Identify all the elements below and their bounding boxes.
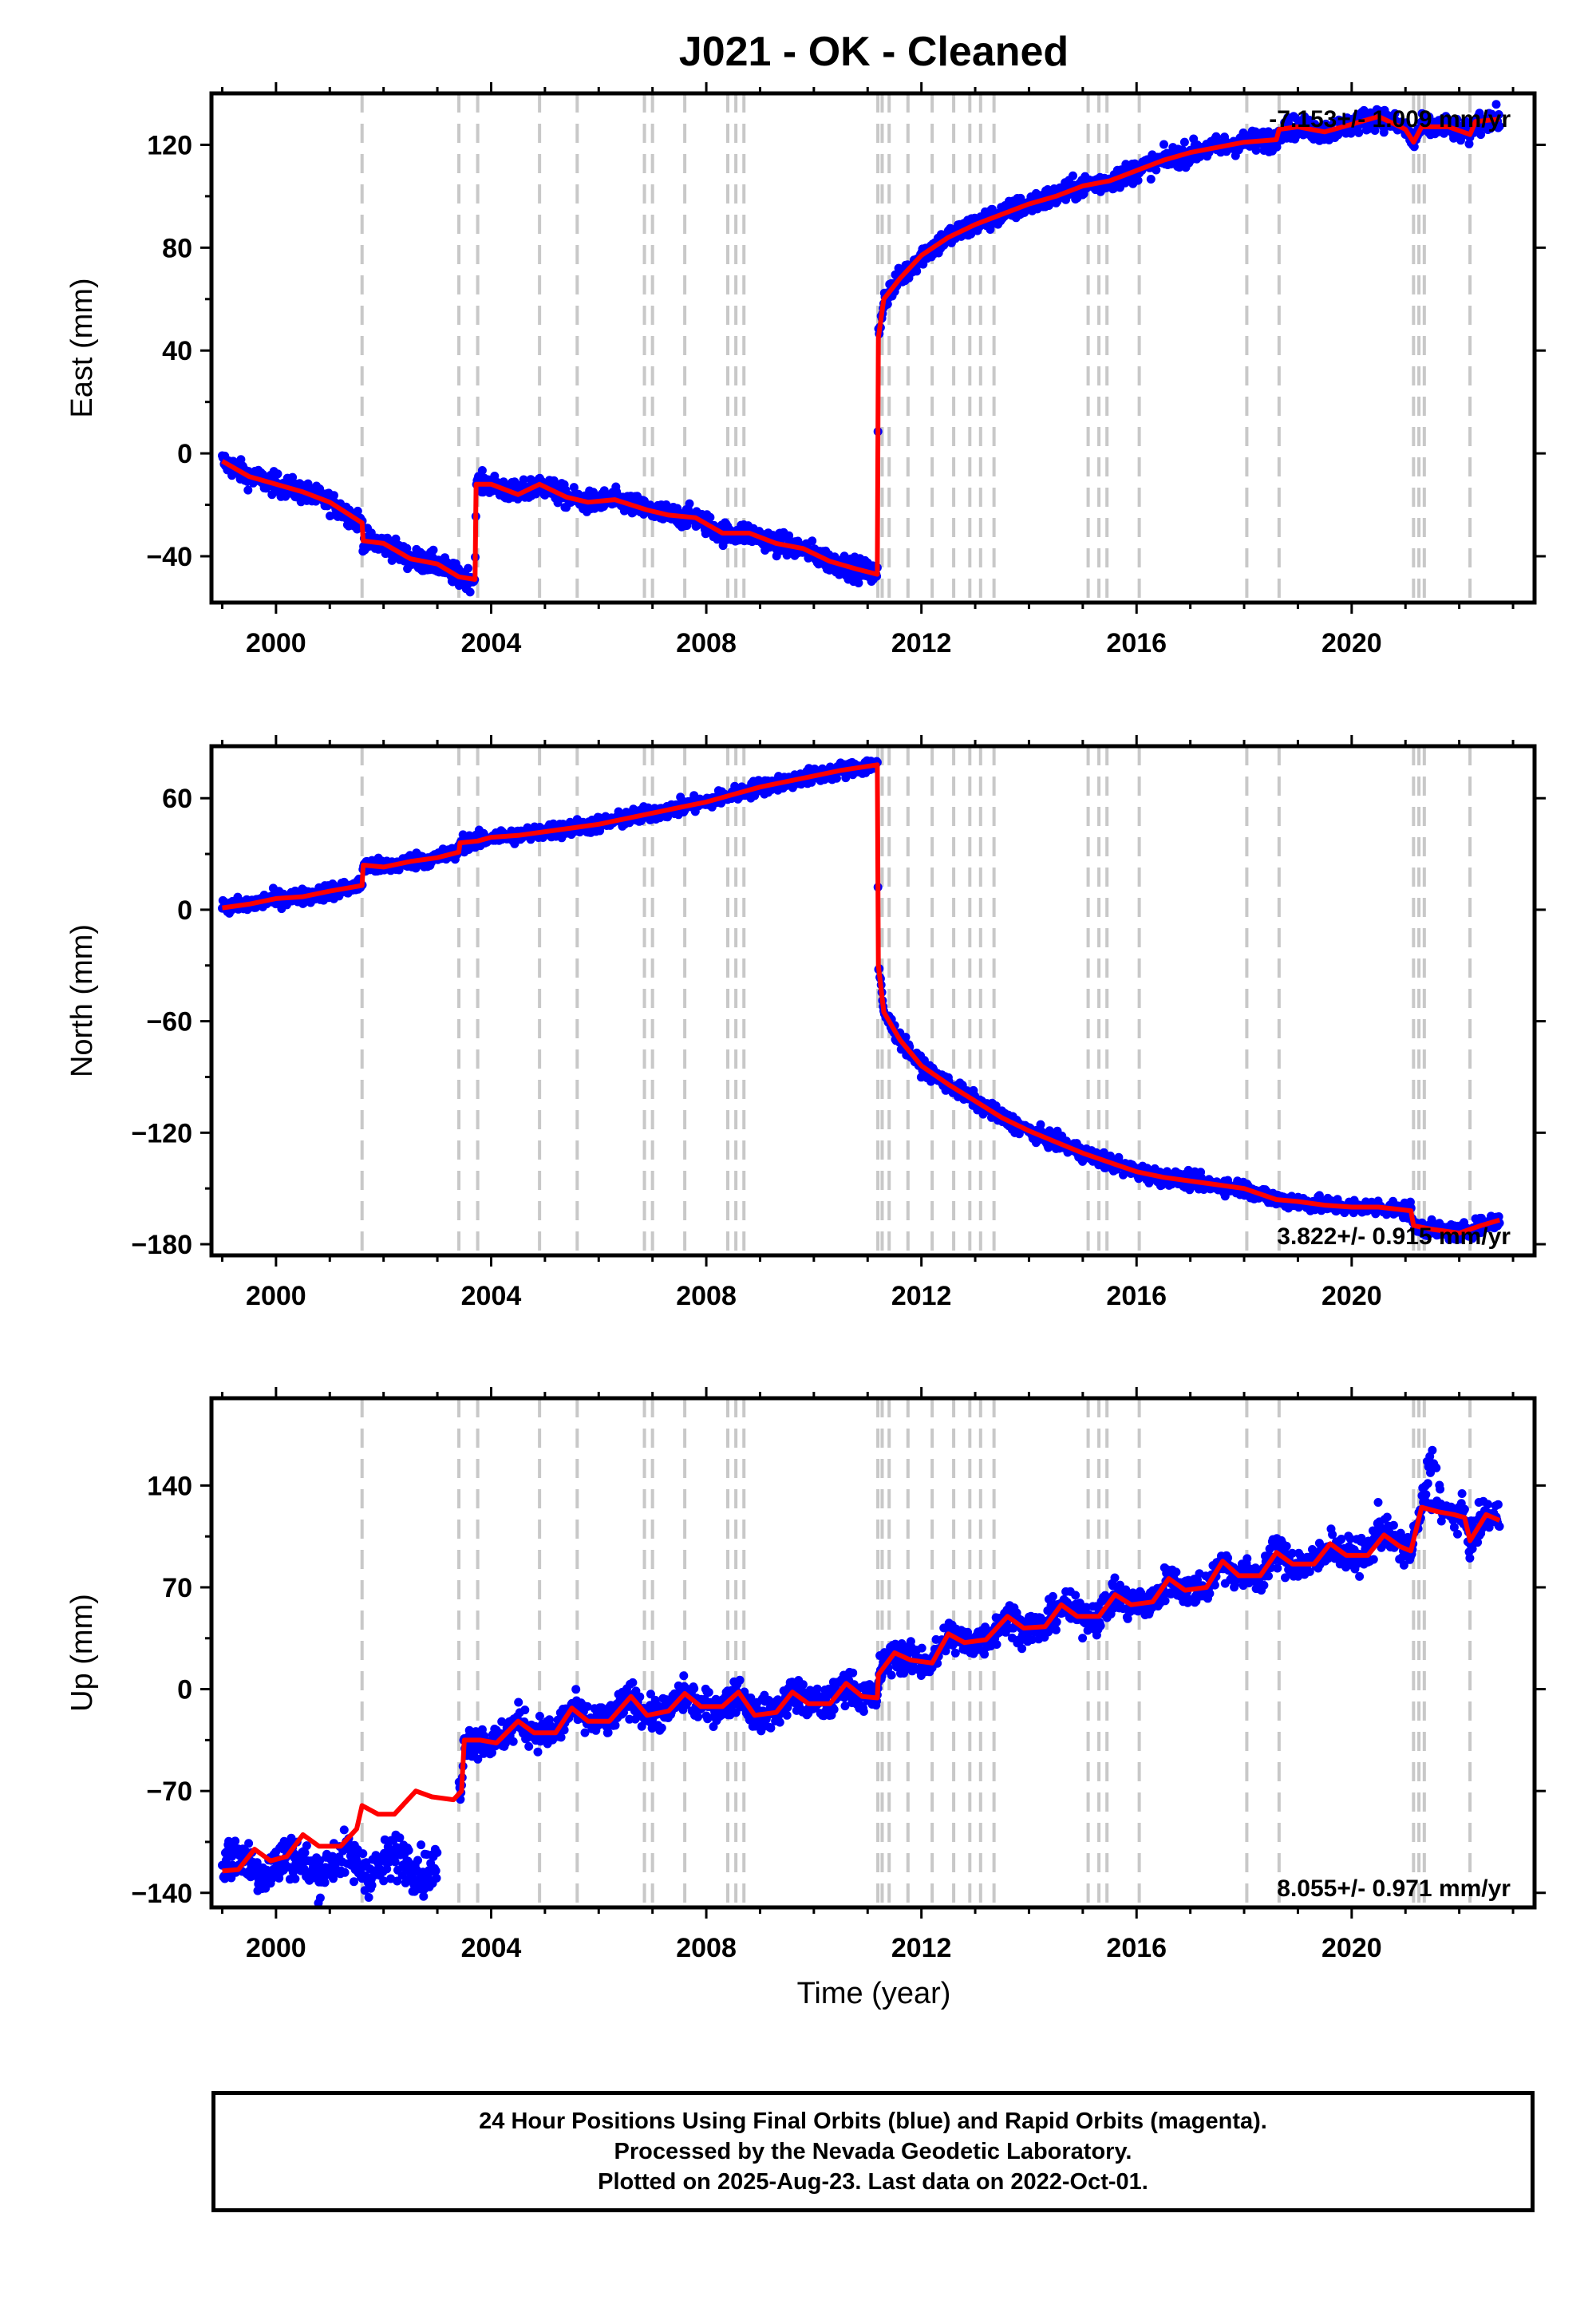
rate-annotation-north: 3.822+/- 0.915 mm/yr	[1277, 1223, 1511, 1250]
y-tick-label: 0	[177, 439, 192, 469]
plot-area-north	[218, 756, 1504, 1244]
panel-north: −180 −120 −60 0 60 2000 2004 2008 2012 2016 2020 No…	[65, 735, 1546, 1311]
panel-up: −140 −70 0 70 140 2000 2004 2008 2012 2016 2020 Up …	[65, 1387, 1546, 1963]
data-points-up	[218, 1445, 1504, 1907]
chart-title: J021 - OK - Cleaned	[679, 29, 1069, 75]
y-tick-label: 140	[147, 1471, 192, 1501]
model-line-north	[222, 762, 1501, 1236]
y-axis-label-east: East (mm)	[65, 278, 99, 417]
panel-east: −40 0 40 80 120 2000 2004 2008 2012 2016 2020 East …	[65, 82, 1546, 658]
y-tick-label: −40	[146, 542, 192, 572]
x-tick-label: 2004	[461, 628, 522, 658]
info-line-2: Processed by the Nevada Geodetic Laborat…	[614, 2139, 1132, 2164]
x-tick-label: 2020	[1321, 1281, 1382, 1311]
x-tick-label: 2000	[246, 1281, 306, 1311]
x-tick-label: 2000	[246, 1933, 306, 1963]
x-tick-label: 2012	[891, 1933, 952, 1963]
y-tick-label: 80	[162, 233, 192, 263]
x-tick-label: 2000	[246, 628, 306, 658]
y-axis-label-north: North (mm)	[65, 924, 99, 1077]
y-tick-label: −180	[131, 1230, 192, 1260]
info-line-1: 24 Hour Positions Using Final Orbits (bl…	[479, 2109, 1267, 2134]
y-tick-label: −120	[131, 1118, 192, 1148]
panel-frame	[209, 744, 1537, 1258]
x-tick-label: 2012	[891, 1281, 952, 1311]
x-tick-label: 2020	[1321, 1933, 1382, 1963]
x-tick-label: 2008	[676, 1933, 737, 1963]
panel-frame	[209, 1396, 1537, 1910]
x-tick-label: 2016	[1106, 1281, 1167, 1311]
plot-area-east	[218, 100, 1504, 597]
data-points-north	[218, 756, 1504, 1244]
y-tick-label: 0	[177, 895, 192, 926]
y-tick-label: −60	[146, 1007, 192, 1037]
model-line-up	[222, 1504, 1501, 1874]
x-tick-label: 2020	[1321, 628, 1382, 658]
y-tick-label: 70	[162, 1573, 192, 1603]
data-points-east	[218, 100, 1504, 597]
y-tick-label: 0	[177, 1675, 192, 1705]
x-tick-label: 2012	[891, 628, 952, 658]
y-tick-label: 120	[147, 130, 192, 160]
y-tick-label: −70	[146, 1777, 192, 1807]
rate-annotation-up: 8.055+/- 0.971 mm/yr	[1277, 1875, 1511, 1902]
x-tick-label: 2016	[1106, 628, 1167, 658]
y-tick-label: 60	[162, 784, 192, 814]
info-box: 24 Hour Positions Using Final Orbits (bl…	[211, 2091, 1535, 2212]
panel-frame	[209, 91, 1537, 605]
plot-area-up	[218, 1445, 1504, 1907]
y-tick-label: 40	[162, 336, 192, 366]
x-tick-label: 2016	[1106, 1933, 1167, 1963]
x-tick-label: 2008	[676, 1281, 737, 1311]
y-tick-label: −140	[131, 1879, 192, 1909]
y-axis-label-up: Up (mm)	[65, 1594, 99, 1712]
info-line-3: Plotted on 2025-Aug-23. Last data on 202…	[598, 2169, 1148, 2195]
model-line-east	[221, 114, 1500, 582]
x-tick-label: 2004	[461, 1933, 522, 1963]
x-tick-label: 2004	[461, 1281, 522, 1311]
x-axis-label: Time (year)	[797, 1977, 951, 2010]
x-tick-label: 2008	[676, 628, 737, 658]
rate-annotation-east: -7.153+/- 1.009 mm/yr	[1269, 106, 1511, 132]
